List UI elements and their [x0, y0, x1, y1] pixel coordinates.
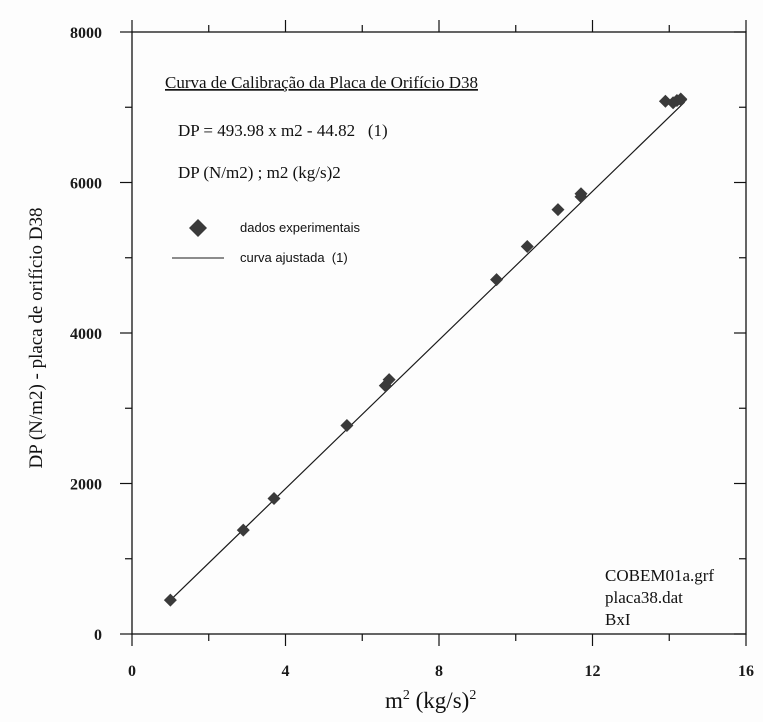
legend-label-fit: curva ajustada (1) — [240, 250, 348, 265]
data-point — [490, 273, 504, 287]
data-point — [382, 373, 396, 387]
tick-labels: 0 4 8 12 16 0 2000 4000 6000 8000 — [70, 25, 754, 680]
data-point — [236, 523, 250, 537]
y-tick-label: 4000 — [70, 326, 102, 343]
data-point — [520, 239, 534, 253]
x-axis-title-sup2: 2 — [469, 688, 476, 703]
x-tick-label: 4 — [282, 663, 290, 680]
y-tick-label: 0 — [94, 627, 102, 644]
data-point — [674, 92, 688, 106]
y-tick-label: 2000 — [70, 477, 102, 494]
units-note: DP (N/m2) ; m2 (kg/s)2 — [178, 163, 341, 182]
data-point — [574, 187, 588, 201]
legend-label-data: dados experimentais — [240, 220, 360, 235]
y-axis-title: DP (N/m2) - placa de orifício D38 — [26, 208, 47, 469]
chart-title: Curva de Calibração da Placa de Orifício… — [165, 73, 478, 92]
data-point — [340, 419, 354, 433]
legend-marker-diamond — [189, 219, 207, 237]
data-point — [163, 593, 177, 607]
file-label-dat: placa38.dat — [605, 588, 683, 607]
x-tick-label: 0 — [128, 663, 136, 680]
y-tick-label: 8000 — [70, 25, 102, 42]
x-axis-title-sup: 2 — [403, 688, 410, 703]
data-point — [551, 203, 565, 217]
data-points — [163, 92, 688, 607]
data-point — [267, 492, 281, 506]
x-axis-title-rest: (kg/s) — [410, 688, 469, 713]
x-axis-title: m2 (kg/s)2 — [385, 688, 476, 713]
file-label-grf: COBEM01a.grf — [605, 566, 714, 585]
x-axis-title-base: m — [385, 688, 403, 713]
x-tick-label: 16 — [738, 663, 754, 680]
axis-ticks — [120, 20, 747, 646]
x-tick-label: 8 — [435, 663, 443, 680]
legend: dados experimentais curva ajustada (1) — [172, 219, 360, 265]
fit-equation: DP = 493.98 x m2 - 44.82 (1) — [178, 121, 388, 140]
y-tick-label: 6000 — [70, 176, 102, 193]
file-label-bxi: BxI — [605, 610, 631, 629]
x-tick-label: 12 — [585, 663, 601, 680]
fitted-line — [169, 101, 686, 601]
